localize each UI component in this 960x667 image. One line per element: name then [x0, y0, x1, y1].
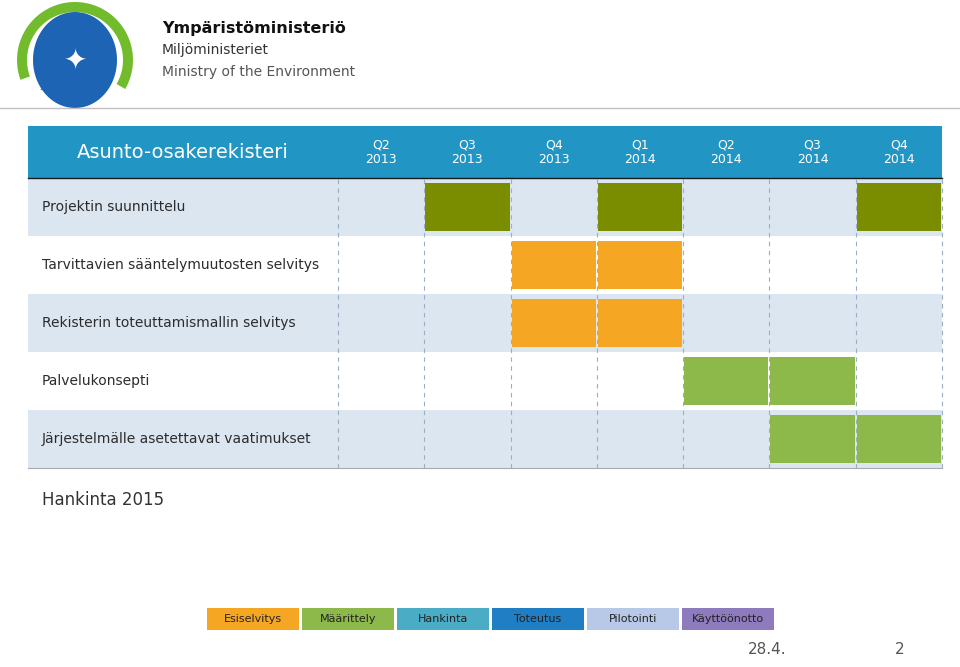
Text: Käyttöönotto: Käyttöönotto [692, 614, 764, 624]
FancyBboxPatch shape [302, 608, 394, 630]
Text: Q3
2014: Q3 2014 [797, 138, 828, 166]
Text: Pilotointi: Pilotointi [609, 614, 658, 624]
Text: Q3
2013: Q3 2013 [451, 138, 483, 166]
FancyBboxPatch shape [397, 608, 489, 630]
Text: Hankinta 2015: Hankinta 2015 [42, 491, 164, 509]
Text: Palvelukonsepti: Palvelukonsepti [42, 374, 151, 388]
FancyBboxPatch shape [771, 357, 854, 405]
FancyBboxPatch shape [598, 299, 683, 347]
Text: ✦: ✦ [63, 46, 86, 74]
FancyBboxPatch shape [598, 183, 683, 231]
Text: Projektin suunnittelu: Projektin suunnittelu [42, 200, 185, 214]
Text: Q4
2014: Q4 2014 [883, 138, 915, 166]
Polygon shape [17, 2, 133, 89]
Text: Asunto-osakerekisteri: Asunto-osakerekisteri [77, 143, 289, 161]
FancyBboxPatch shape [682, 608, 774, 630]
FancyBboxPatch shape [492, 608, 584, 630]
Polygon shape [33, 12, 117, 108]
Text: Rekisterin toteuttamismallin selvitys: Rekisterin toteuttamismallin selvitys [42, 316, 296, 330]
FancyBboxPatch shape [28, 294, 942, 352]
Text: Ministry of the Environment: Ministry of the Environment [162, 65, 355, 79]
FancyBboxPatch shape [28, 178, 942, 236]
Text: Määrittely: Määrittely [320, 614, 376, 624]
FancyBboxPatch shape [587, 608, 679, 630]
Polygon shape [35, 14, 109, 106]
FancyBboxPatch shape [28, 410, 942, 468]
Text: Esiselvitys: Esiselvitys [224, 614, 282, 624]
Text: Q4
2013: Q4 2013 [538, 138, 569, 166]
Text: Q2
2013: Q2 2013 [366, 138, 396, 166]
FancyBboxPatch shape [512, 299, 596, 347]
Text: Q1
2014: Q1 2014 [624, 138, 656, 166]
FancyBboxPatch shape [856, 415, 941, 463]
Text: 2: 2 [895, 642, 904, 656]
FancyBboxPatch shape [684, 357, 768, 405]
FancyBboxPatch shape [771, 415, 854, 463]
Text: Toteutus: Toteutus [515, 614, 562, 624]
FancyBboxPatch shape [207, 608, 299, 630]
Text: Ympäristöministeriö: Ympäristöministeriö [162, 21, 346, 35]
FancyBboxPatch shape [28, 126, 942, 178]
Text: Tarvittavien sääntelymuutosten selvitys: Tarvittavien sääntelymuutosten selvitys [42, 258, 319, 272]
FancyBboxPatch shape [425, 183, 510, 231]
Text: Järjestelmälle asetettavat vaatimukset: Järjestelmälle asetettavat vaatimukset [42, 432, 312, 446]
Text: Miljöministeriet: Miljöministeriet [162, 43, 269, 57]
FancyBboxPatch shape [598, 241, 683, 289]
FancyBboxPatch shape [28, 236, 942, 294]
FancyBboxPatch shape [512, 241, 596, 289]
FancyBboxPatch shape [856, 183, 941, 231]
Text: Hankinta: Hankinta [418, 614, 468, 624]
FancyBboxPatch shape [28, 352, 942, 410]
Text: 28.4.: 28.4. [748, 642, 786, 656]
Text: Q2
2014: Q2 2014 [710, 138, 742, 166]
